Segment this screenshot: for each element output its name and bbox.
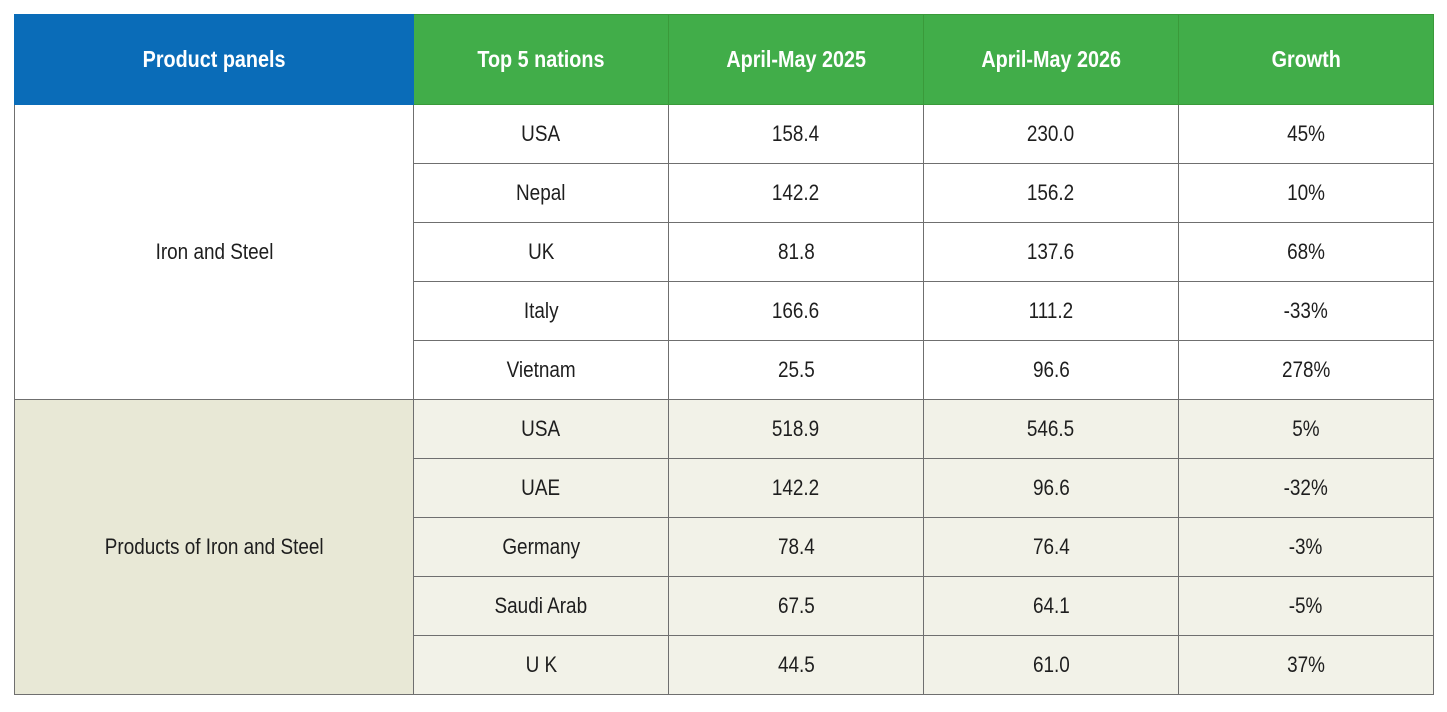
header-growth: Growth (1178, 14, 1434, 105)
header-row: Product panels Top 5 nations April-May 2… (14, 14, 1434, 105)
value-2026-cell: 137.6 (923, 222, 1179, 282)
value-2025-cell: 44.5 (668, 635, 924, 695)
value-2025-cell: 158.4 (668, 104, 924, 164)
value-2026-cell: 230.0 (923, 104, 1179, 164)
growth-cell: 10% (1178, 163, 1434, 223)
export-table-container: Product panels Top 5 nations April-May 2… (14, 14, 1434, 695)
nation-cell: U K (413, 635, 669, 695)
growth-cell: -5% (1178, 576, 1434, 636)
header-april-may-2026: April-May 2026 (923, 14, 1179, 105)
value-2026-cell: 64.1 (923, 576, 1179, 636)
nation-cell: Vietnam (413, 340, 669, 400)
value-2025-cell: 25.5 (668, 340, 924, 400)
value-2025-cell: 166.6 (668, 281, 924, 341)
value-2025-cell: 81.8 (668, 222, 924, 282)
export-table: Product panels Top 5 nations April-May 2… (14, 14, 1434, 695)
nation-cell: Nepal (413, 163, 669, 223)
table-row: UAE 142.2 96.6 -32% (15, 458, 1434, 518)
value-2025-cell: 518.9 (668, 399, 924, 459)
growth-cell: 45% (1178, 104, 1434, 164)
nation-cell: UK (413, 222, 669, 282)
nation-cell: Germany (413, 517, 669, 577)
value-2026-cell: 546.5 (923, 399, 1179, 459)
value-2026-cell: 96.6 (923, 458, 1179, 518)
growth-cell: -3% (1178, 517, 1434, 577)
growth-cell: 68% (1178, 222, 1434, 282)
header-top-5-nations: Top 5 nations (413, 14, 669, 105)
value-2025-cell: 67.5 (668, 576, 924, 636)
nation-cell: Italy (413, 281, 669, 341)
value-2026-cell: 96.6 (923, 340, 1179, 400)
growth-cell: 278% (1178, 340, 1434, 400)
header-april-may-2025: April-May 2025 (668, 14, 924, 105)
growth-cell: 37% (1178, 635, 1434, 695)
table-row: U K 44.5 61.0 37% (15, 635, 1434, 695)
growth-cell: -33% (1178, 281, 1434, 341)
value-2025-cell: 78.4 (668, 517, 924, 577)
growth-cell: -32% (1178, 458, 1434, 518)
table-row: Vietnam 25.5 96.6 278% (15, 340, 1434, 400)
nation-cell: Saudi Arab (413, 576, 669, 636)
value-2026-cell: 156.2 (923, 163, 1179, 223)
table-row: Products of Iron and Steel USA 518.9 546… (14, 399, 1434, 695)
value-2025-cell: 142.2 (668, 163, 924, 223)
nation-cell: USA (413, 399, 669, 459)
value-2025-cell: 142.2 (668, 458, 924, 518)
table-row: Germany 78.4 76.4 -3% (15, 517, 1434, 577)
header-product-panels: Product panels (14, 14, 414, 105)
table-row: Iron and Steel USA 158.4 230.0 45% (14, 104, 1434, 400)
value-2026-cell: 61.0 (923, 635, 1179, 695)
nation-cell: USA (413, 104, 669, 164)
group-label-iron-and-steel: Iron and Steel (14, 104, 414, 400)
table-row: Italy 166.6 111.2 -33% (15, 281, 1434, 341)
group-label-products-of-iron-and-steel: Products of Iron and Steel (14, 399, 414, 695)
value-2026-cell: 76.4 (923, 517, 1179, 577)
nation-cell: UAE (413, 458, 669, 518)
value-2026-cell: 111.2 (923, 281, 1179, 341)
growth-cell: 5% (1178, 399, 1434, 459)
